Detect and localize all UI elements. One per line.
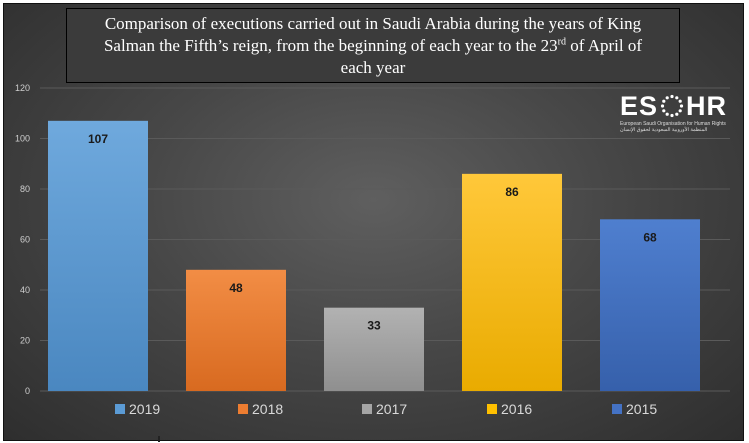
y-tick-label: 20: [20, 336, 30, 346]
title-line-2: Salman the Fifth’s reign, from the begin…: [77, 35, 669, 57]
data-label: 48: [229, 281, 243, 295]
y-tick-label: 80: [20, 184, 30, 194]
logo-wordmark: ES HR: [620, 92, 730, 120]
y-tick-label: 100: [15, 134, 30, 144]
logo-subtitle: European Saudi Organisation for Human Ri…: [620, 121, 726, 127]
y-tick-label: 40: [20, 285, 30, 295]
stars-ring-icon: [660, 94, 684, 118]
bar-2015: [600, 219, 700, 391]
title-line-2-main: Salman the Fifth’s reign, from the begin…: [103, 36, 558, 55]
logo-text-right: HR: [686, 91, 728, 121]
title-line-2-end: of April of: [566, 36, 643, 55]
bar-2018: [186, 269, 286, 391]
y-tick-label: 0: [25, 386, 30, 396]
legend-label: 2018: [252, 401, 283, 417]
title-line-1: Comparison of executions carried out in …: [104, 14, 642, 33]
legend-swatch: [362, 404, 372, 414]
logo-subtitle-arabic: المنظمة الأوروبية السعودية لحقوق الإنسان: [620, 127, 708, 133]
bar-2019: [48, 120, 148, 391]
legend-swatch: [612, 404, 622, 414]
logo-text-left: ES: [620, 91, 659, 121]
bar-2017: [324, 307, 424, 391]
chart-title: Comparison of executions carried out in …: [66, 8, 680, 83]
y-tick-label: 60: [20, 235, 30, 245]
title-superscript: rd: [557, 36, 566, 48]
legend-label: 2017: [376, 401, 407, 417]
bar-2016: [462, 173, 562, 391]
data-label: 107: [88, 132, 108, 146]
data-label: 33: [367, 319, 381, 333]
data-label: 86: [505, 185, 519, 199]
legend-swatch: [238, 404, 248, 414]
legend-label: 2016: [501, 401, 532, 417]
legend-label: 2019: [129, 401, 160, 417]
divider-mark: [158, 436, 160, 442]
legend-label: 2015: [626, 401, 657, 417]
legend-swatch: [487, 404, 497, 414]
title-line-3: each year: [340, 58, 406, 77]
legend-swatch: [115, 404, 125, 414]
y-tick-label: 120: [15, 83, 30, 93]
esohr-logo: ES HR European Saudi Organisation for Hu…: [620, 92, 730, 133]
data-label: 68: [643, 230, 657, 244]
